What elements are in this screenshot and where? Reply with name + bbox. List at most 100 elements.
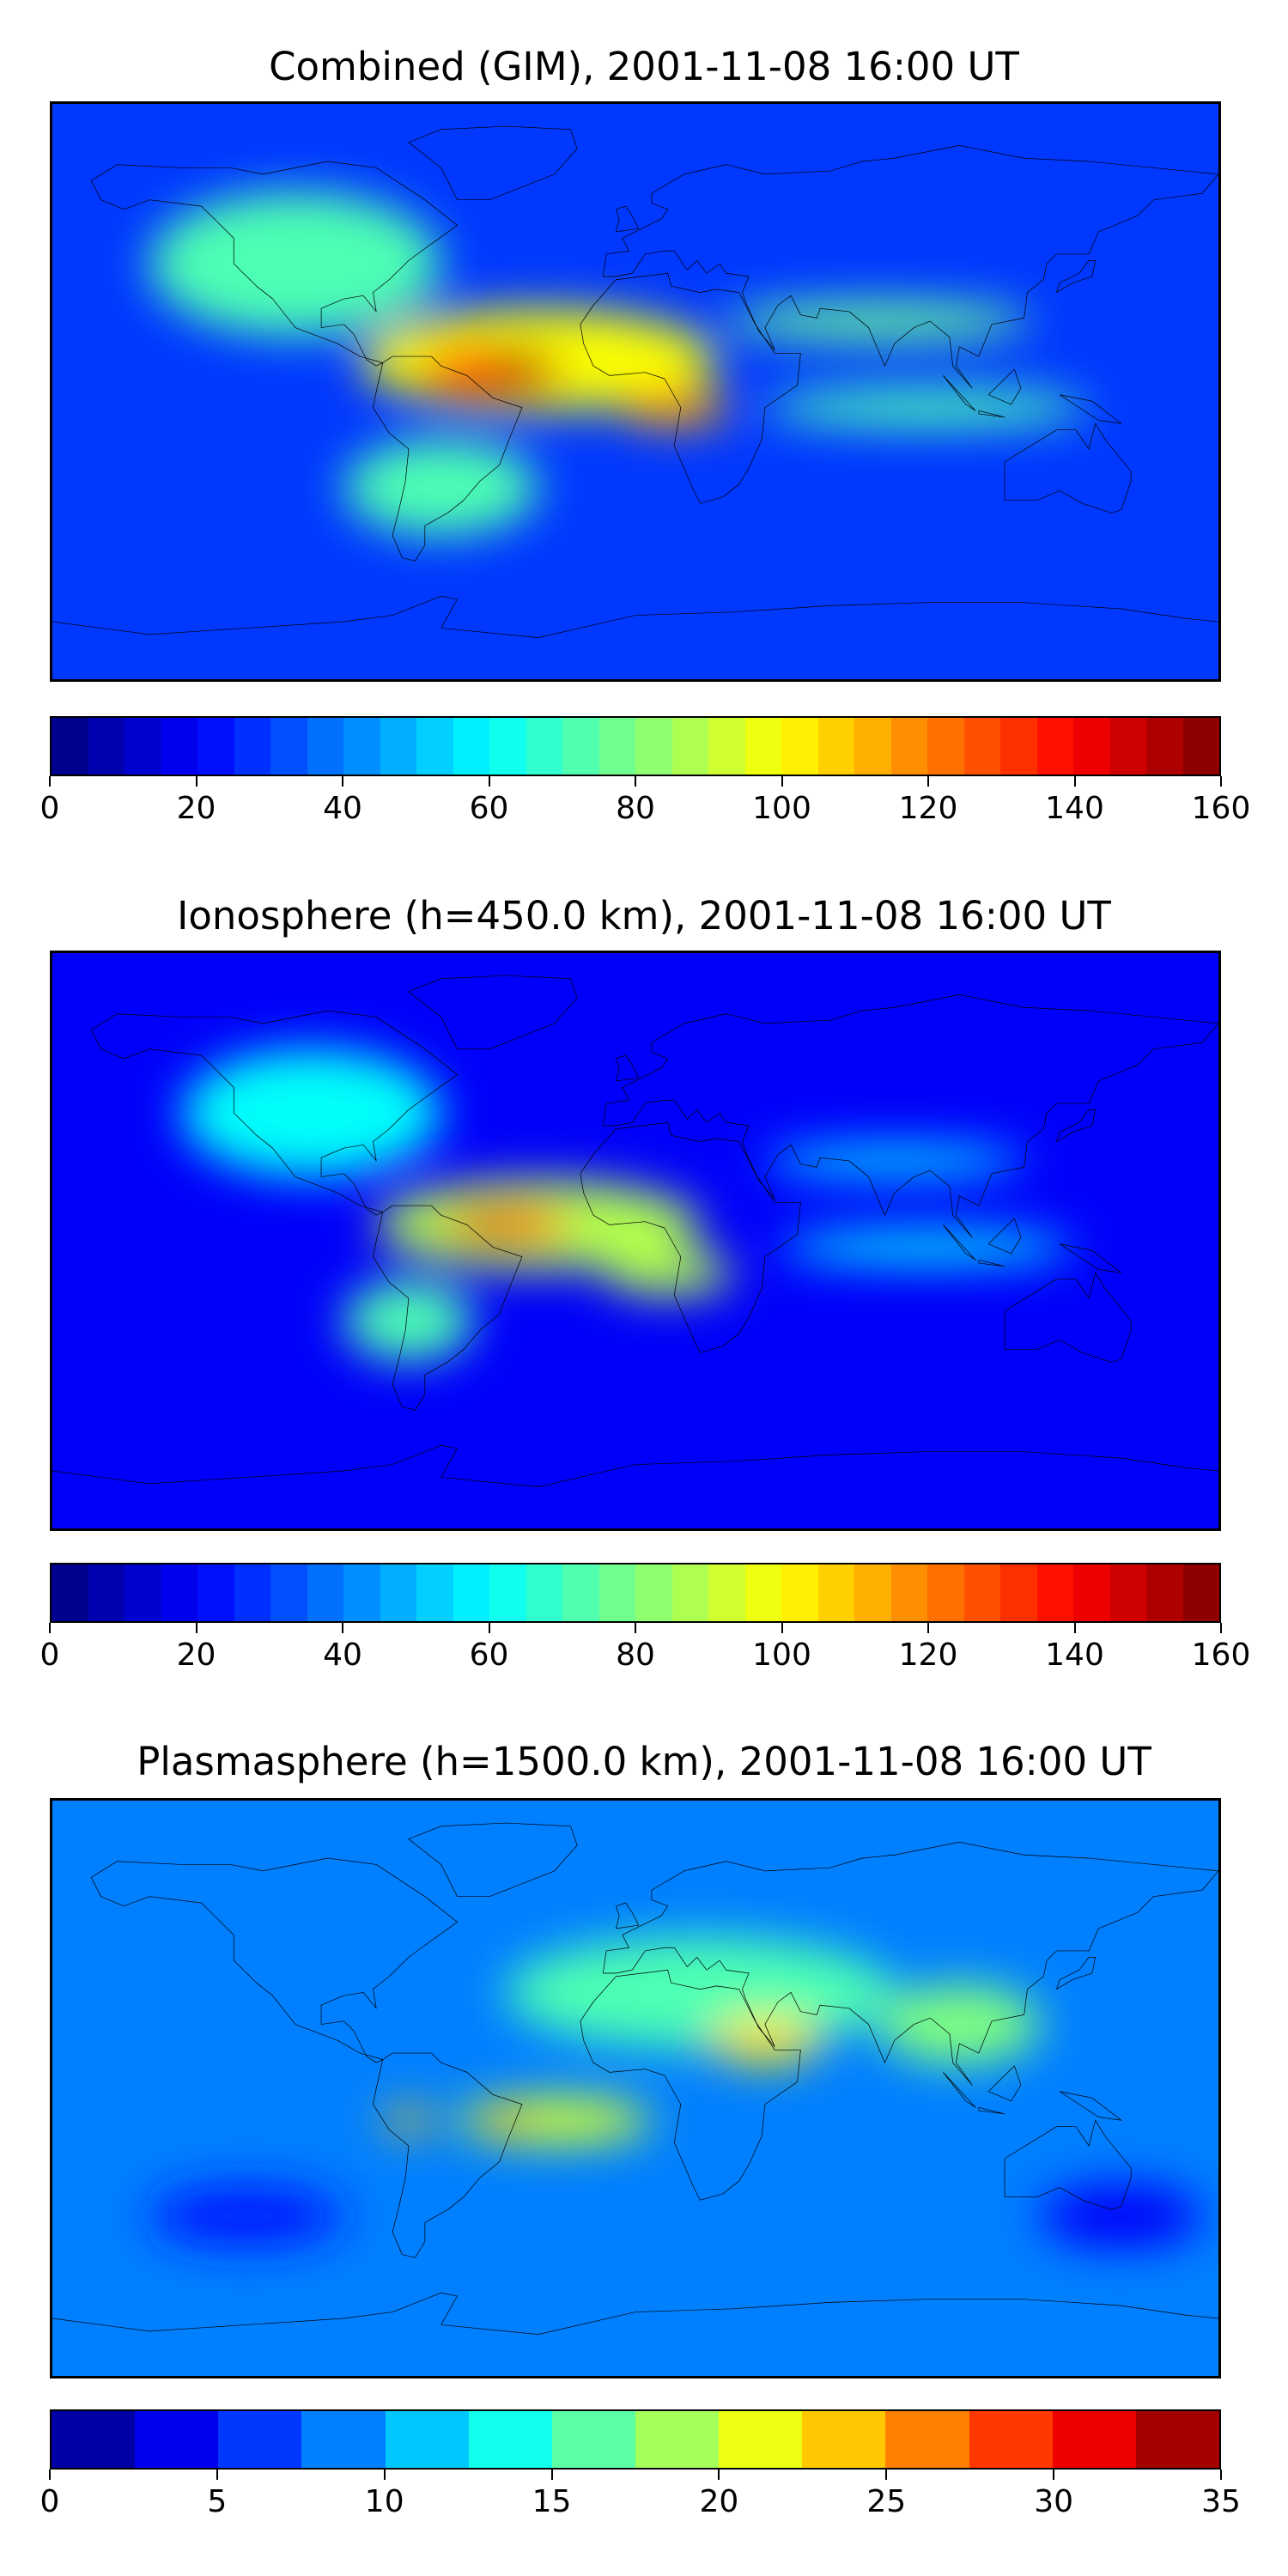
colorbar-tick-label: 25 bbox=[866, 2484, 907, 2519]
colorbar-segment bbox=[744, 718, 781, 775]
colorbar-segment bbox=[197, 718, 234, 775]
colorbar-tick-label: 0 bbox=[39, 791, 60, 826]
colorbar-tick-label: 120 bbox=[898, 791, 958, 826]
colorbar-segment bbox=[52, 2411, 136, 2468]
colorbar-segment bbox=[1146, 718, 1183, 775]
colorbar-segment bbox=[270, 718, 307, 775]
coastline bbox=[52, 596, 1218, 637]
colorbar-segment bbox=[380, 1564, 416, 1621]
colorbar-segment bbox=[802, 2411, 886, 2468]
coastline bbox=[409, 1823, 577, 1897]
coastline bbox=[988, 1218, 1021, 1254]
colorbar-tick-label: 120 bbox=[898, 1637, 958, 1673]
colorbar-segment bbox=[1000, 718, 1037, 775]
colorbar-segment bbox=[1073, 1564, 1110, 1621]
colorbar-segment bbox=[1182, 718, 1219, 775]
colorbar-segment bbox=[489, 718, 526, 775]
panel-title: Plasmasphere (h=1500.0 km), 2001-11-08 1… bbox=[137, 1739, 1151, 1784]
coastline bbox=[943, 2072, 975, 2107]
field-blob bbox=[181, 1048, 441, 1177]
colorbar-tick-label: 5 bbox=[207, 2484, 228, 2519]
coastline bbox=[91, 1858, 457, 2063]
colorbar-tick-label: 40 bbox=[323, 791, 362, 826]
map-combined-gim bbox=[50, 101, 1221, 682]
colorbar-ticks: 0 20 40 60 80 100 120 140 160 bbox=[40, 1623, 1250, 1674]
field-blob bbox=[764, 388, 1090, 427]
coastline bbox=[409, 975, 577, 1049]
coastline bbox=[91, 1011, 457, 1215]
coastline bbox=[616, 1903, 638, 1929]
panel-title: Combined (GIM), 2001-11-08 16:00 UT bbox=[269, 44, 1019, 89]
colorbar-ticks: 0 20 40 60 80 100 120 140 160 bbox=[40, 776, 1250, 828]
colorbar-segment bbox=[744, 1564, 781, 1621]
field-blob bbox=[384, 2107, 434, 2134]
field-blob bbox=[781, 1230, 1073, 1264]
field-blob bbox=[149, 2184, 344, 2249]
colorbar-segment bbox=[635, 718, 672, 775]
colorbar-segment bbox=[562, 1564, 599, 1621]
colorbar-segment bbox=[963, 1564, 1000, 1621]
colorbar-segment bbox=[416, 718, 453, 775]
colorbar-segment bbox=[453, 1564, 489, 1621]
coastline bbox=[943, 375, 975, 410]
colorbar-segment bbox=[270, 1564, 307, 1621]
colorbar-segment bbox=[1146, 1564, 1183, 1621]
coastline bbox=[373, 356, 522, 561]
map-svg bbox=[52, 104, 1218, 679]
colorbar-segment bbox=[125, 1564, 161, 1621]
colorbar-tick-label: 100 bbox=[752, 791, 811, 826]
colorbar-tick-label: 10 bbox=[364, 2484, 404, 2519]
coastline bbox=[616, 206, 638, 232]
coastline bbox=[603, 994, 1218, 1237]
field-blob bbox=[343, 439, 538, 536]
colorbar-segment bbox=[468, 2411, 552, 2468]
colorbar-tick-label: 20 bbox=[176, 791, 216, 826]
colorbar-segment bbox=[671, 718, 708, 775]
colorbar-segment bbox=[562, 718, 599, 775]
colorbar-segment bbox=[551, 2411, 635, 2468]
colorbar-tick-label: 100 bbox=[752, 1637, 811, 1673]
colorbar-segment bbox=[890, 718, 927, 775]
colorbar-segment bbox=[1109, 718, 1146, 775]
coastline bbox=[91, 161, 457, 366]
field-blob bbox=[457, 2096, 652, 2145]
coastline bbox=[1056, 1109, 1095, 1141]
coastline bbox=[373, 1206, 522, 1410]
coastlines bbox=[52, 126, 1218, 638]
colorbar-segment bbox=[526, 1564, 562, 1621]
field-layer bbox=[181, 1048, 1073, 1361]
colorbar-segment bbox=[526, 718, 562, 775]
colorbar-segment bbox=[854, 1564, 891, 1621]
coastline bbox=[979, 1260, 1005, 1266]
coastline bbox=[979, 410, 1005, 416]
colorbar-tick-label: 20 bbox=[699, 2484, 739, 2519]
colorbar-segment bbox=[1109, 1564, 1146, 1621]
field-blob bbox=[1040, 2184, 1203, 2249]
colorbar-tick-label: 80 bbox=[616, 791, 655, 826]
colorbar-segment bbox=[817, 718, 854, 775]
colorbar-segment bbox=[416, 1564, 453, 1621]
field-blob bbox=[149, 191, 441, 336]
coastline bbox=[373, 2053, 522, 2257]
coastline bbox=[1060, 395, 1121, 424]
coastline bbox=[1005, 1273, 1131, 1362]
colorbar-segment bbox=[885, 2411, 969, 2468]
colorbar-tick-label: 140 bbox=[1045, 791, 1104, 826]
colorbar-segment bbox=[343, 1564, 380, 1621]
field-layer bbox=[149, 1936, 1203, 2249]
colorbar-segment bbox=[927, 718, 964, 775]
field-blob bbox=[617, 388, 732, 427]
colorbar-segment bbox=[385, 2411, 469, 2468]
colorbar-segment bbox=[671, 1564, 708, 1621]
field-blob bbox=[603, 1250, 733, 1296]
colorbar-segment bbox=[88, 1564, 125, 1621]
colorbar-segment bbox=[1182, 1564, 1219, 1621]
colorbar-tick-label: 0 bbox=[39, 1637, 60, 1673]
coastline bbox=[988, 2066, 1021, 2101]
field-blob bbox=[724, 301, 1033, 341]
colorbar bbox=[50, 2409, 1221, 2470]
colorbar-segment bbox=[1135, 2411, 1219, 2468]
colorbar-segment bbox=[197, 1564, 234, 1621]
coastline bbox=[1060, 2092, 1121, 2121]
colorbar-segment bbox=[234, 718, 270, 775]
